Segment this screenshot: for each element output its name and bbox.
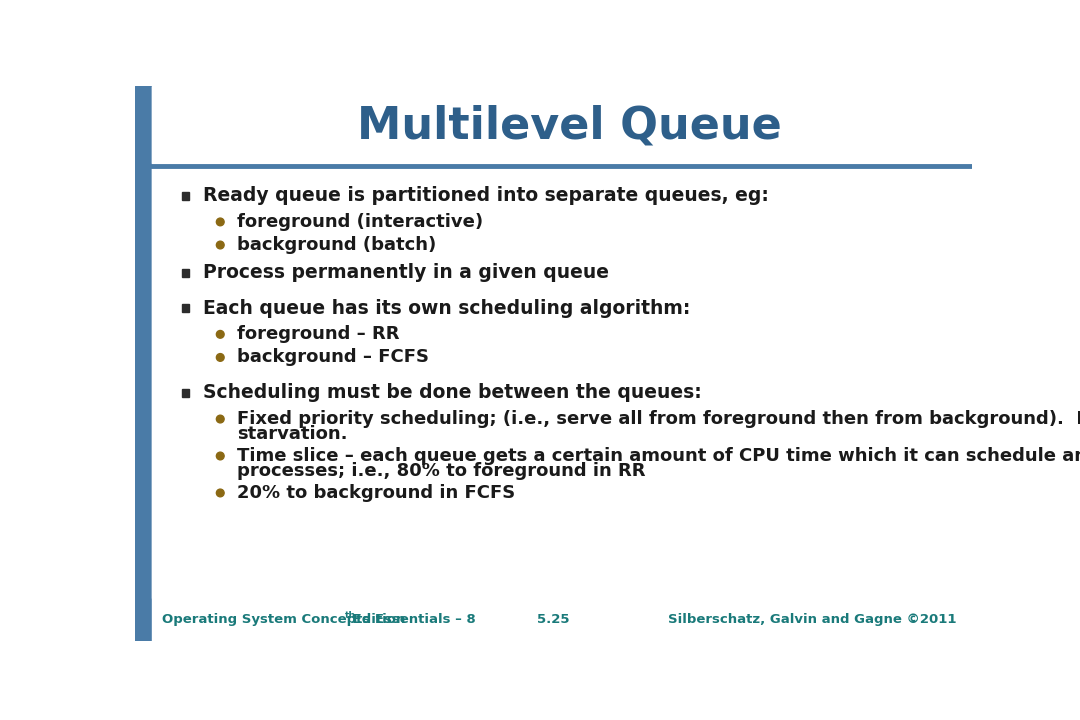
Bar (181, 389, 189, 397)
Circle shape (216, 354, 225, 361)
Text: foreground (interactive): foreground (interactive) (238, 213, 484, 231)
Circle shape (216, 415, 225, 423)
Text: background – FCFS: background – FCFS (238, 348, 430, 366)
Text: Silberschatz, Galvin and Gagne ©2011: Silberschatz, Galvin and Gagne ©2011 (669, 613, 957, 626)
Text: Time slice – each queue gets a certain amount of CPU time which it can schedule : Time slice – each queue gets a certain a… (238, 447, 1080, 465)
Text: Scheduling must be done between the queues:: Scheduling must be done between the queu… (203, 383, 702, 402)
Text: Operating System Concepts Essentials – 8: Operating System Concepts Essentials – 8 (162, 613, 476, 626)
Circle shape (216, 452, 225, 460)
Bar (152, 166, 972, 598)
Text: Edition: Edition (349, 613, 406, 626)
Bar (181, 305, 189, 312)
Text: 20% to background in FCFS: 20% to background in FCFS (238, 484, 515, 502)
Text: 5.25: 5.25 (537, 613, 570, 626)
Text: processes; i.e., 80% to foreground in RR: processes; i.e., 80% to foreground in RR (238, 462, 646, 480)
Text: Ready queue is partitioned into separate queues, eg:: Ready queue is partitioned into separate… (203, 186, 769, 205)
Text: Each queue has its own scheduling algorithm:: Each queue has its own scheduling algori… (203, 299, 690, 318)
Text: Fixed priority scheduling; (i.e., serve all from foreground then from background: Fixed priority scheduling; (i.e., serve … (238, 410, 1080, 428)
Text: th: th (345, 611, 355, 620)
Text: Process permanently in a given queue: Process permanently in a given queue (203, 264, 609, 282)
Circle shape (216, 241, 225, 249)
Bar (181, 192, 189, 199)
Bar (181, 269, 189, 276)
Circle shape (216, 330, 225, 338)
Text: foreground – RR: foreground – RR (238, 325, 400, 343)
Text: background (batch): background (batch) (238, 236, 436, 254)
Text: Multilevel Queue: Multilevel Queue (356, 105, 781, 148)
Circle shape (216, 489, 225, 497)
Text: starvation.: starvation. (238, 425, 348, 443)
Circle shape (216, 218, 225, 226)
Bar (135, 86, 152, 641)
Bar (152, 86, 972, 163)
